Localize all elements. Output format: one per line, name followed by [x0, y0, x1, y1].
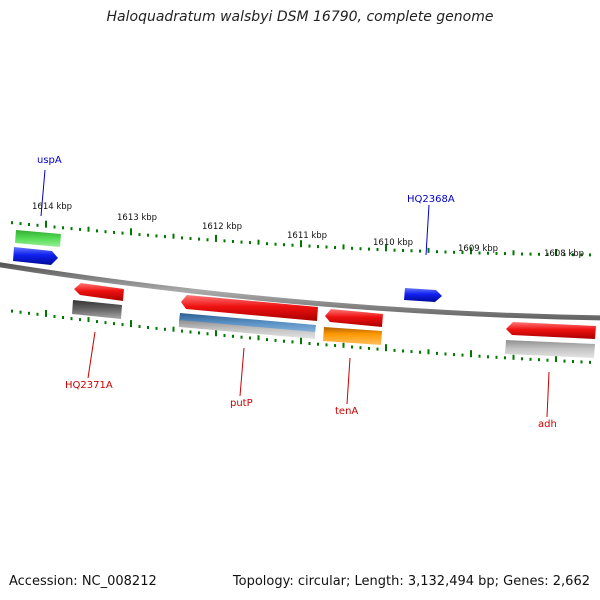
gene-label-HQ2371A[interactable]: HQ2371A: [65, 380, 113, 391]
feature-putP-cds[interactable]: [181, 295, 318, 321]
feature-putP-misc[interactable]: [179, 313, 316, 333]
feature-HQ2371A-cds[interactable]: [74, 283, 124, 301]
feature-HQ2368A-cds[interactable]: [404, 288, 442, 302]
feature-tenA-cds[interactable]: [325, 309, 383, 327]
gene-label-adh[interactable]: adh: [538, 419, 557, 430]
leader-tenA: [346, 357, 351, 405]
tick-label-1609: 1609 kbp: [458, 244, 498, 254]
leader-HQ2368A: [425, 204, 430, 256]
tick-label-1610: 1610 kbp: [373, 238, 413, 248]
tick-label-1614: 1614 kbp: [32, 202, 72, 212]
feature-adh-gene[interactable]: [505, 340, 595, 358]
leader-putP: [239, 347, 245, 397]
outer-tick-row: [11, 220, 591, 257]
leader-adh: [546, 371, 550, 418]
gene-label-uspA[interactable]: uspA: [37, 155, 62, 166]
tick-label-1613: 1613 kbp: [117, 213, 157, 223]
tick-label-1608: 1608 kbp: [544, 249, 584, 259]
gene-label-putP[interactable]: putP: [230, 398, 253, 409]
gene-label-HQ2368A[interactable]: HQ2368A: [407, 194, 455, 205]
leader-uspA: [40, 169, 46, 217]
feature-tenA-gene[interactable]: [323, 327, 382, 345]
gene-label-tenA[interactable]: tenA: [335, 406, 358, 417]
feature-uspA-gene[interactable]: [15, 230, 61, 247]
tick-label-1611: 1611 kbp: [287, 231, 327, 241]
feature-uspA-cds[interactable]: [13, 247, 58, 265]
map-title: Haloquadratum walsbyi DSM 16790, complet…: [106, 9, 494, 25]
feature-putP-gene[interactable]: [179, 320, 315, 339]
feature-HQ2371A-gene[interactable]: [72, 300, 122, 319]
tick-label-1612: 1612 kbp: [202, 222, 242, 232]
topology-summary-text: Topology: circular; Length: 3,132,494 bp…: [232, 574, 590, 589]
genome-backbone: [0, 262, 600, 321]
inner-tick-row: [11, 309, 591, 364]
feature-adh-cds[interactable]: [506, 322, 596, 339]
leader-HQ2371A: [87, 331, 96, 379]
accession-text: Accession: NC_008212: [9, 574, 157, 589]
